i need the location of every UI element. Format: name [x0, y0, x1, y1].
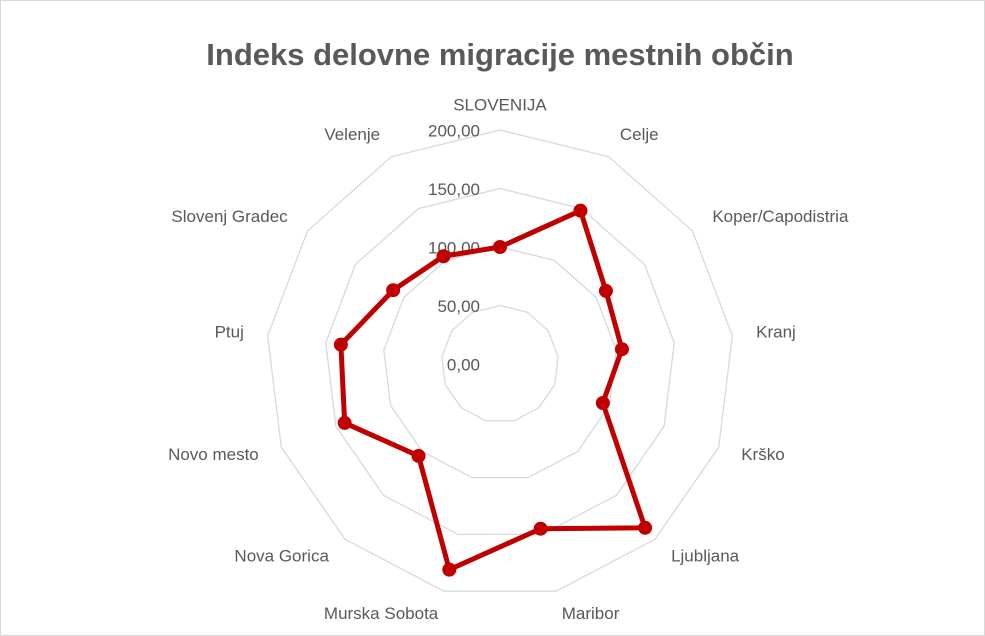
data-point — [386, 283, 401, 298]
category-label: Slovenj Gradec — [171, 207, 288, 226]
y-tick-label: 50,00 — [437, 297, 480, 316]
category-label: Maribor — [562, 604, 620, 623]
category-label: Nova Gorica — [234, 547, 329, 566]
series-line — [338, 208, 648, 573]
data-point — [598, 283, 613, 298]
data-point — [614, 342, 629, 357]
category-label: Koper/Capodistria — [712, 207, 849, 226]
data-point — [442, 562, 457, 577]
data-point — [533, 521, 548, 536]
grid-line — [267, 129, 733, 592]
grid-line — [325, 187, 675, 536]
data-point — [337, 415, 352, 430]
category-label: SLOVENIJA — [453, 95, 547, 114]
y-tick-label: 150,00 — [428, 180, 480, 199]
category-label: Novo mesto — [168, 445, 259, 464]
data-point — [493, 240, 507, 254]
data-point — [436, 249, 451, 264]
grid-line — [441, 304, 559, 422]
category-label: Ljubljana — [671, 547, 740, 566]
category-label: Velenje — [324, 125, 380, 144]
category-label: Kranj — [756, 322, 796, 341]
grid-line — [383, 246, 617, 479]
category-label: Celje — [620, 125, 659, 144]
category-label: Murska Sobota — [324, 604, 439, 623]
category-label: Ptuj — [215, 322, 244, 341]
category-label: Krško — [741, 445, 784, 464]
y-tick-label: 0,00 — [447, 355, 480, 374]
chart-title: Indeks delovne migracije mestnih občin — [206, 37, 793, 72]
data-point — [411, 448, 426, 463]
y-tick-label: 200,00 — [428, 121, 480, 140]
data-point — [333, 337, 348, 352]
data-point — [573, 203, 588, 218]
data-point — [638, 520, 653, 535]
data-point — [595, 395, 610, 410]
